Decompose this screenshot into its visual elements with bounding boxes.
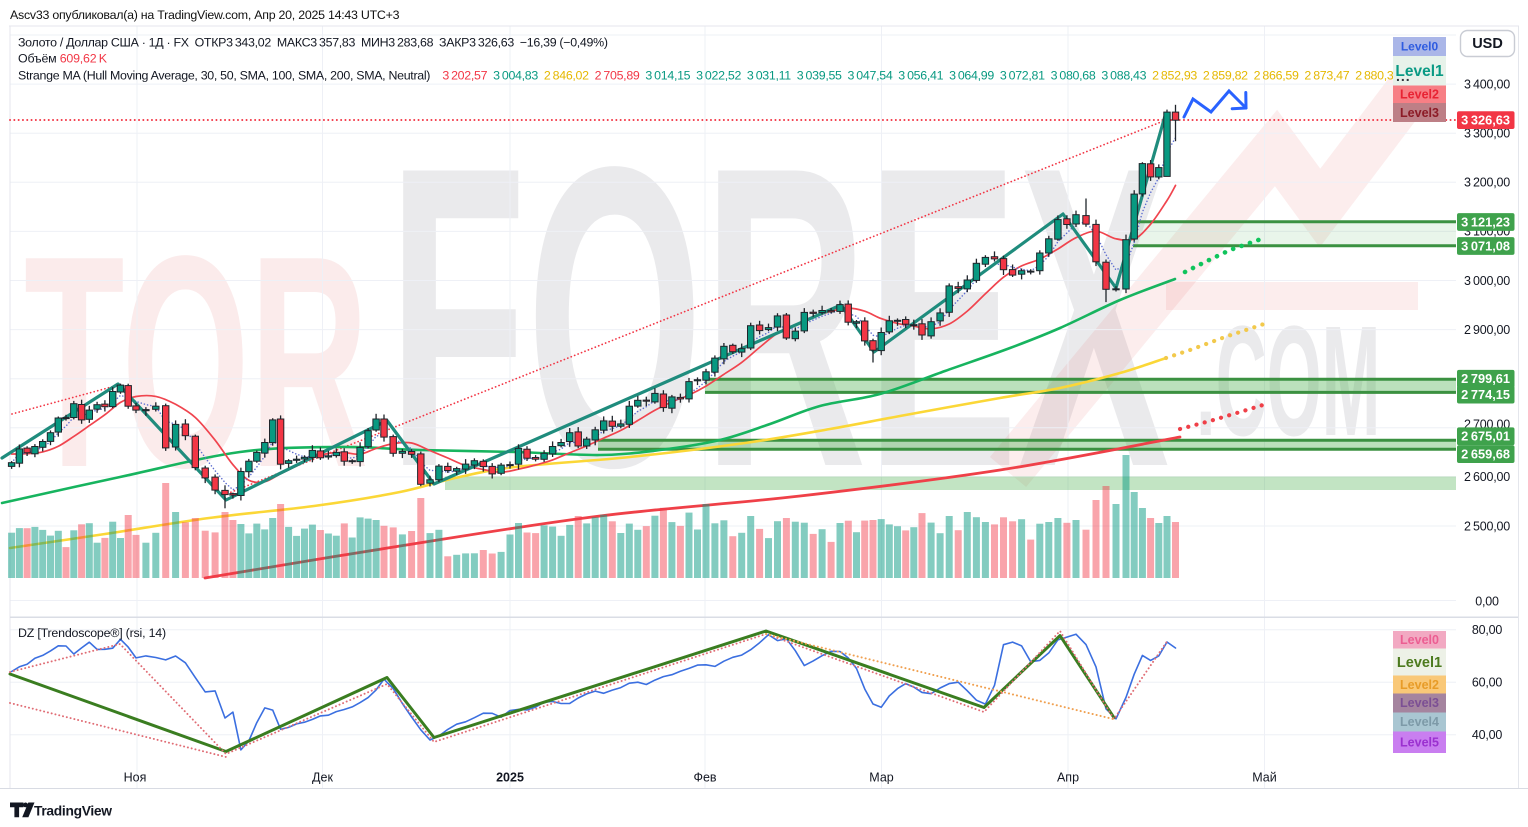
svg-text:Ноя: Ноя — [124, 771, 147, 785]
svg-text:3 071,08: 3 071,08 — [1461, 238, 1510, 253]
svg-text:2025: 2025 — [496, 771, 524, 785]
svg-text:Level1: Level1 — [1395, 63, 1444, 80]
svg-text:3 121,23: 3 121,23 — [1461, 214, 1510, 229]
svg-text:Золото / Доллар США · 1Д · FX: Золото / Доллар США · 1Д · FX ОТКР3 343,… — [18, 36, 608, 50]
svg-text:40,00: 40,00 — [1472, 728, 1503, 742]
svg-text:3 300,00: 3 300,00 — [1464, 127, 1510, 141]
svg-text:Ascv33 опубликовал(а) на Tradi: Ascv33 опубликовал(а) на TradingView.com… — [10, 8, 400, 22]
svg-text:Апр: Апр — [1057, 771, 1079, 785]
svg-text:Дек: Дек — [312, 771, 333, 785]
svg-text:Объём 609,62 K: Объём 609,62 K — [18, 52, 108, 66]
svg-text:Level1: Level1 — [1397, 655, 1442, 671]
svg-text:...: ... — [1396, 68, 1411, 84]
svg-text:Фев: Фев — [693, 771, 716, 785]
svg-text:USD: USD — [1472, 36, 1503, 52]
svg-text:TradingView: TradingView — [34, 804, 112, 819]
svg-text:0,00: 0,00 — [1475, 594, 1499, 608]
svg-text:2 659,68: 2 659,68 — [1461, 447, 1510, 462]
svg-text:Level5: Level5 — [1400, 736, 1439, 750]
svg-text:2 774,15: 2 774,15 — [1461, 387, 1510, 402]
svg-text:60,00: 60,00 — [1472, 676, 1503, 690]
svg-text:TOR: TOR — [24, 193, 368, 531]
svg-text:Мар: Мар — [869, 771, 894, 785]
svg-text:Level3: Level3 — [1400, 696, 1439, 710]
svg-text:3 200,00: 3 200,00 — [1464, 176, 1510, 190]
svg-text:3 000,00: 3 000,00 — [1464, 274, 1510, 288]
svg-text:3 326,63: 3 326,63 — [1461, 113, 1510, 128]
svg-text:2 900,00: 2 900,00 — [1464, 323, 1510, 337]
svg-text:Level3: Level3 — [1400, 106, 1439, 120]
svg-text:2 675,01: 2 675,01 — [1461, 429, 1510, 444]
svg-text:Level0: Level0 — [1401, 40, 1439, 54]
svg-text:Level0: Level0 — [1400, 633, 1439, 647]
svg-text:Level4: Level4 — [1400, 715, 1439, 729]
svg-text:Strange MA (Hull Moving Averag: Strange MA (Hull Moving Average, 30, 50,… — [18, 69, 1400, 83]
svg-text:Level2: Level2 — [1400, 678, 1439, 692]
svg-text:Май: Май — [1252, 771, 1277, 785]
svg-text:80,00: 80,00 — [1472, 623, 1503, 637]
svg-text:Level2: Level2 — [1400, 88, 1439, 102]
svg-text:3 400,00: 3 400,00 — [1464, 77, 1510, 91]
svg-text:2 799,61: 2 799,61 — [1461, 371, 1510, 386]
svg-text:2 500,00: 2 500,00 — [1464, 519, 1510, 533]
svg-text:DZ [Trendoscope®] (rsi, 14): DZ [Trendoscope®] (rsi, 14) — [18, 626, 166, 640]
svg-text:2 600,00: 2 600,00 — [1464, 470, 1510, 484]
